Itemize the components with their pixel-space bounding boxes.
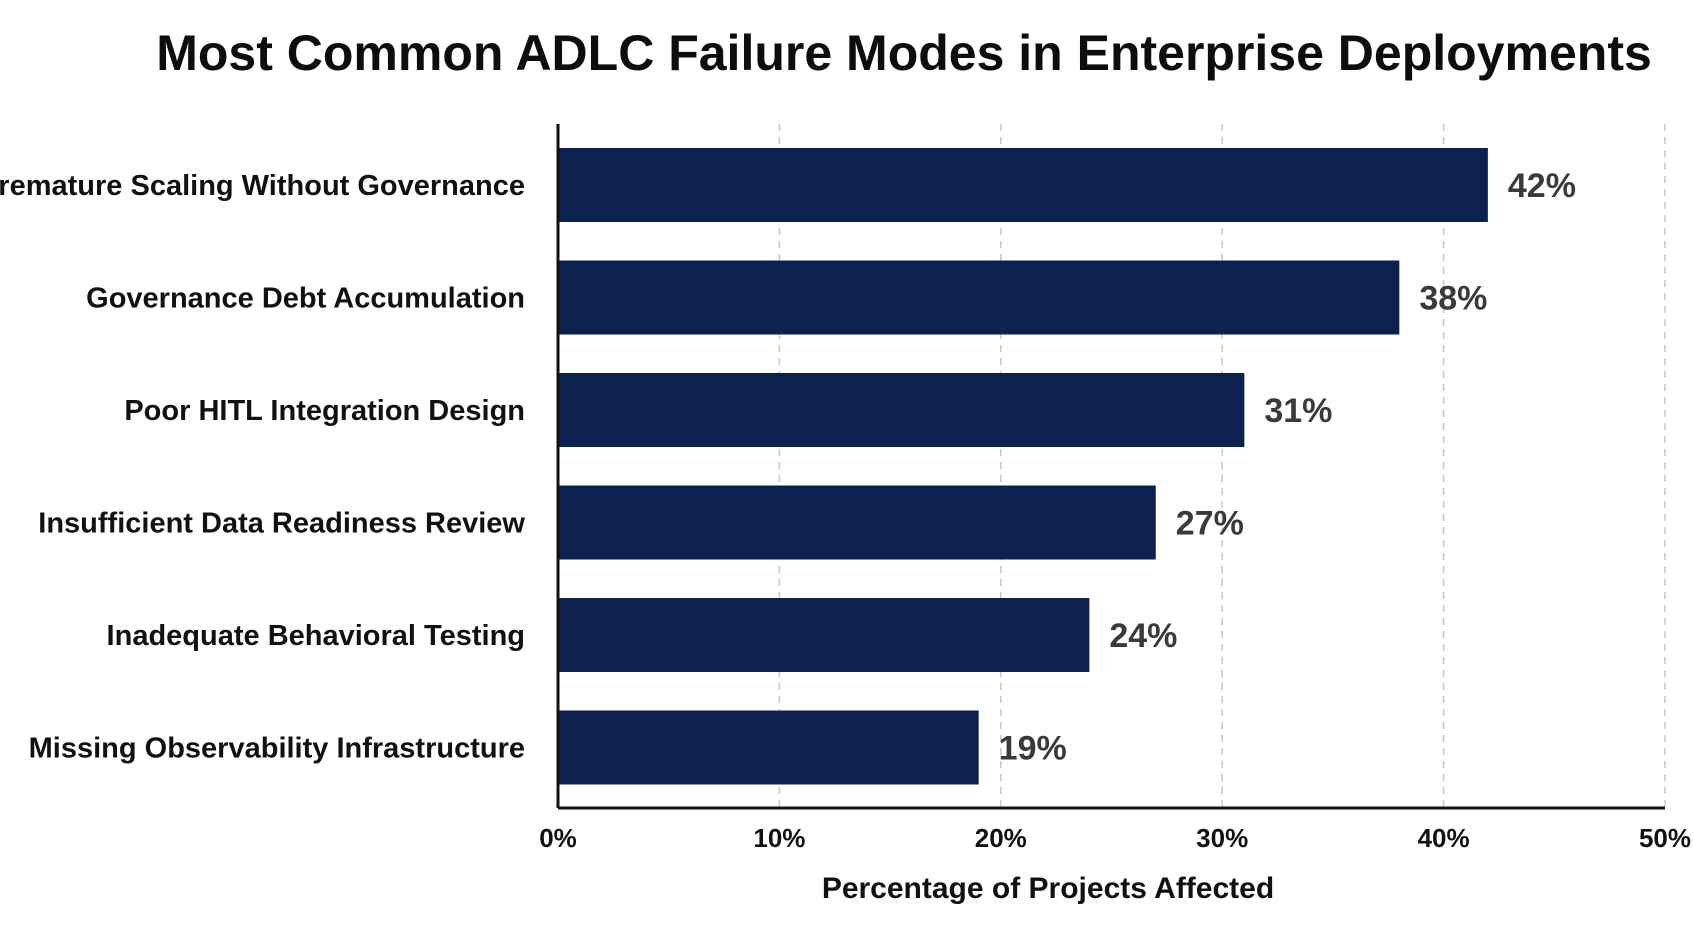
bars <box>558 148 1488 785</box>
category-label: Premature Scaling Without Governance <box>0 170 525 202</box>
bar <box>558 485 1156 560</box>
x-tick-label: 20% <box>975 823 1027 853</box>
category-labels: Premature Scaling Without Governance Gove… <box>0 170 525 765</box>
value-label: 24% <box>1109 617 1177 655</box>
bar <box>558 148 1488 222</box>
x-tick-label: 0% <box>539 823 577 853</box>
x-tick-labels: 0% 10% 20% 30% 40% 50% <box>539 823 1691 853</box>
value-label: 27% <box>1176 505 1244 543</box>
category-label: Missing Observability Infrastructure <box>29 733 525 765</box>
value-label: 42% <box>1508 167 1576 205</box>
gridlines <box>778 124 1666 808</box>
x-tick-label: 50% <box>1639 823 1691 853</box>
value-label: 31% <box>1264 392 1332 430</box>
category-label: Poor HITL Integration Design <box>124 395 525 427</box>
x-tick-label: 40% <box>1418 823 1470 853</box>
category-label: Insufficient Data Readiness Review <box>38 508 525 540</box>
x-tick-label: 10% <box>753 823 805 853</box>
value-label: 38% <box>1419 280 1487 318</box>
category-label: Inadequate Behavioral Testing <box>107 620 525 652</box>
chart-title: Most Common ADLC Failure Modes in Enterp… <box>156 25 1652 81</box>
value-labels: 42% 38% 31% 27% 24% 19% <box>999 167 1576 768</box>
bar <box>558 373 1245 447</box>
axes <box>556 124 1665 810</box>
value-label: 19% <box>999 730 1067 768</box>
bar <box>558 598 1090 672</box>
x-tick-label: 30% <box>1196 823 1248 853</box>
category-label: Governance Debt Accumulation <box>86 283 525 315</box>
bar <box>558 260 1400 335</box>
bar <box>558 710 979 785</box>
x-axis-title: Percentage of Projects Affected <box>822 872 1274 905</box>
